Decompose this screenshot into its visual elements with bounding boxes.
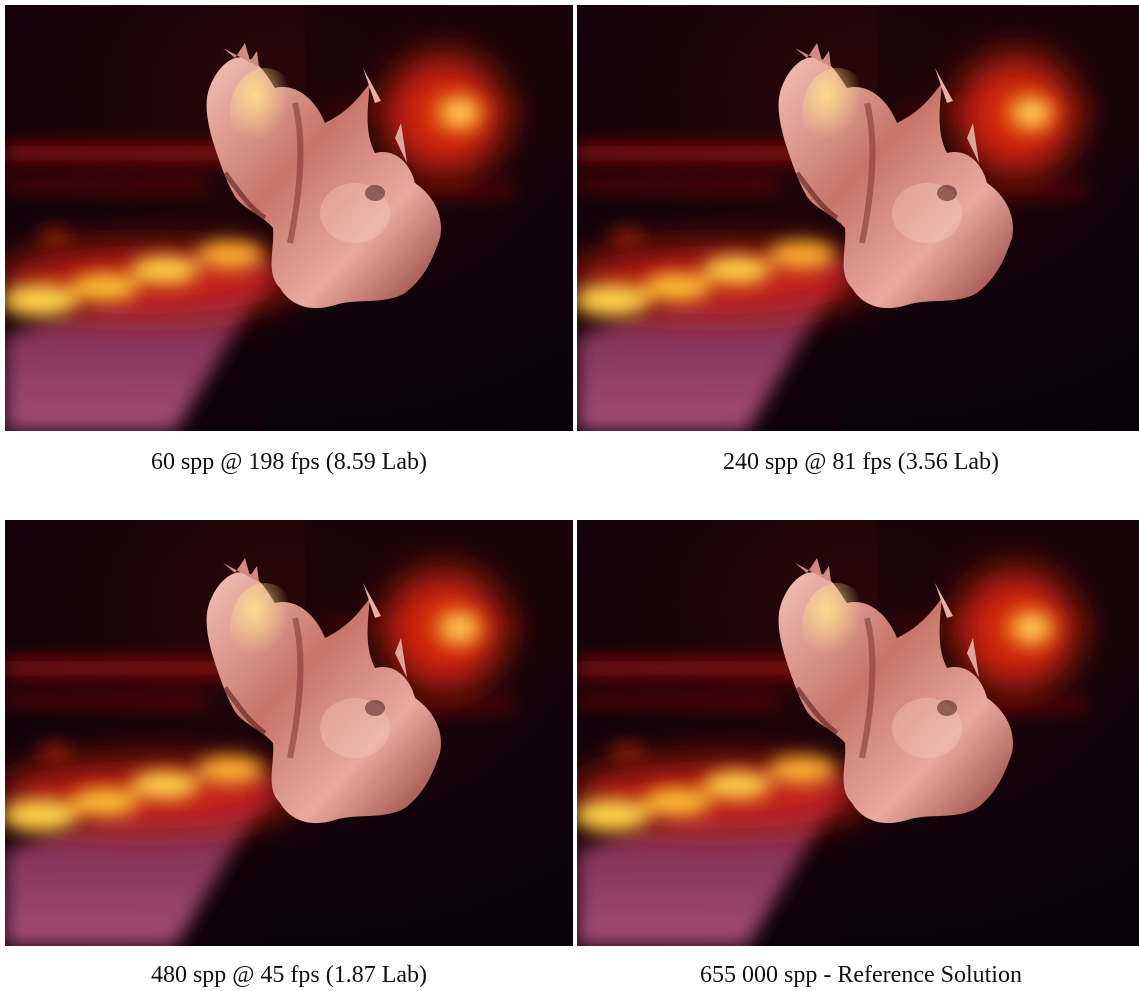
dragon-render-image — [5, 520, 573, 946]
panel-caption: 60 spp @ 198 fps (8.59 Lab) — [150, 449, 428, 475]
dragon-render-image — [577, 520, 1139, 946]
dragon-render-image — [577, 5, 1139, 431]
render-panel-60spp — [5, 5, 573, 431]
render-panel-480spp — [5, 520, 573, 946]
panel-caption: 655 000 spp - Reference Solution — [700, 962, 1022, 988]
render-panel-240spp — [577, 5, 1139, 431]
render-panel-reference — [577, 520, 1139, 946]
panel-caption: 480 spp @ 45 fps (1.87 Lab) — [150, 962, 428, 988]
dragon-render-image — [5, 5, 573, 431]
panel-caption: 240 spp @ 81 fps (3.56 Lab) — [722, 449, 1000, 475]
